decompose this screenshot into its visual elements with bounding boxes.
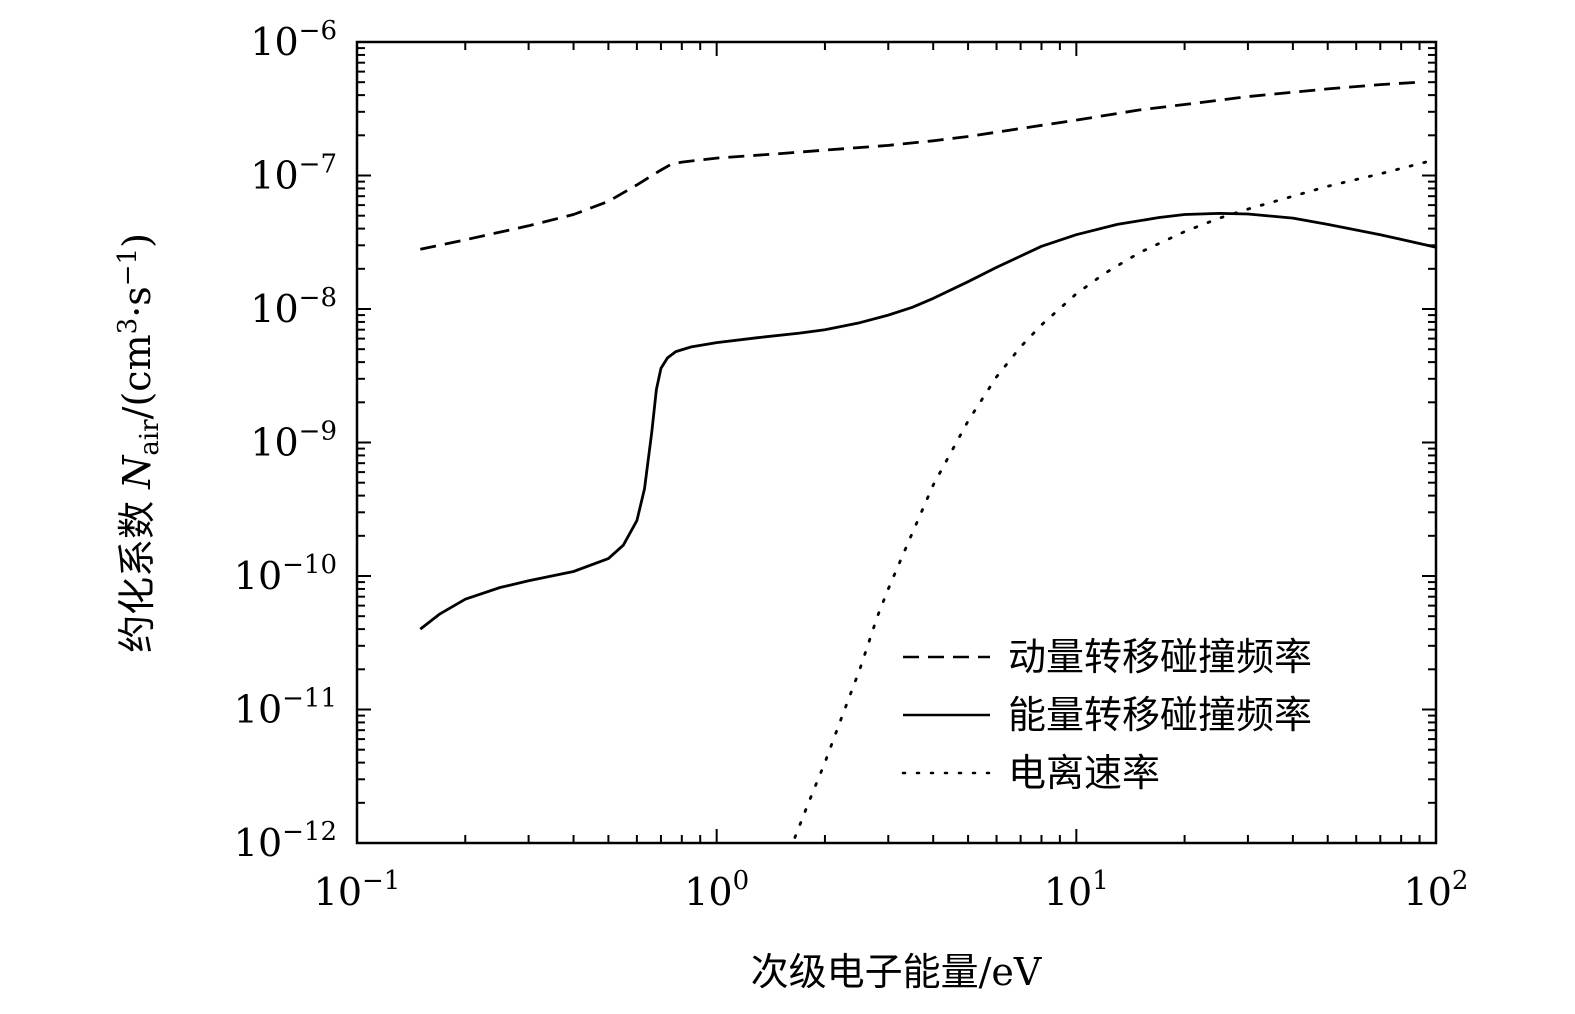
series-line-energy: [419, 211, 1437, 631]
y-tick-label-base: 10: [234, 688, 282, 732]
series-line-ionization: [793, 157, 1438, 839]
series-layer: [419, 80, 1438, 839]
y-tick-label-exponent: −12: [282, 817, 337, 847]
x-tick-label: 100: [684, 866, 749, 914]
y-tick-label-exponent: −8: [299, 283, 337, 313]
x-tick-label-exponent: 2: [1452, 866, 1469, 896]
y-tick-label-exponent: −6: [299, 16, 337, 46]
x-tick-label-base: 10: [1404, 870, 1452, 914]
x-tick-label-exponent: 0: [733, 866, 750, 896]
legend-label-momentum: 动量转移碰撞频率: [1008, 635, 1312, 679]
y-tick-label-base: 10: [234, 554, 282, 598]
y-tick-label: 10−12: [234, 817, 337, 865]
series-line-momentum: [420, 80, 1420, 251]
y-axis-label: 约化系数 Nair/(cm3·s−1): [113, 233, 165, 653]
x-tick-label: 101: [1044, 866, 1109, 914]
y-axis-label-unit-exp2: −1: [113, 248, 143, 286]
y-tick-label: 10−6: [250, 16, 337, 64]
y-tick-label-exponent: −10: [282, 550, 337, 580]
x-axis-label: 次级电子能量/eV: [751, 950, 1042, 994]
y-axis-label-unit-open: /(cm: [115, 334, 159, 419]
y-tick-label-exponent: −7: [299, 150, 337, 180]
y-tick-label-base: 10: [250, 287, 298, 331]
legend-label-energy: 能量转移碰撞频率: [1008, 693, 1312, 737]
y-axis-label-unit-exp1: 3: [113, 318, 143, 335]
x-tick-label-exponent: 1: [1092, 866, 1109, 896]
x-tick-label-base: 10: [314, 870, 362, 914]
y-tick-label: 10−10: [234, 550, 337, 598]
x-tick-label-exponent: −1: [362, 866, 400, 896]
y-axis-label-unit-mid: ·s: [115, 286, 159, 318]
y-axis-label-prefix: 约化系数: [115, 489, 159, 653]
y-tick-label-base: 10: [234, 821, 282, 865]
legend: 动量转移碰撞频率 能量转移碰撞频率 电离速率: [901, 635, 1312, 795]
y-tick-label: 10−11: [234, 684, 337, 732]
y-axis-label-subscript: air: [135, 419, 165, 456]
x-tick-label: 102: [1404, 866, 1469, 914]
y-axis-label-unit-close: ): [115, 233, 159, 248]
y-tick-label-exponent: −11: [282, 684, 337, 714]
x-tick-label-base: 10: [684, 870, 732, 914]
y-tick-label: 10−7: [250, 150, 337, 198]
label-layer: 10−1 100 101 10210−610−710−810−910−1010−111…: [234, 16, 1469, 914]
y-tick-label-base: 10: [250, 154, 298, 198]
y-tick-label-base: 10: [250, 20, 298, 64]
x-tick-label: 10−1: [314, 866, 401, 914]
y-tick-label-base: 10: [250, 421, 298, 465]
legend-label-ionization: 电离速率: [1008, 751, 1160, 795]
y-axis-label-symbol: N: [115, 454, 159, 490]
tick-layer: [356, 41, 1436, 844]
y-tick-label: 10−9: [250, 417, 337, 465]
y-tick-label: 10−8: [250, 283, 337, 331]
y-tick-label-exponent: −9: [299, 417, 337, 447]
x-tick-label-base: 10: [1044, 870, 1092, 914]
